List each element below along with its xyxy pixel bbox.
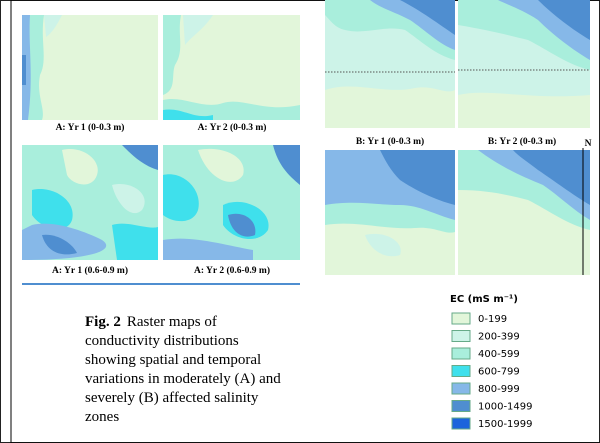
zone [198, 148, 244, 182]
zone [44, 15, 62, 37]
zone [365, 233, 401, 257]
legend-label: 800-999 [478, 384, 520, 395]
raster-map [458, 0, 590, 128]
legend-swatch [451, 400, 471, 412]
caption-line: severely (B) affected salinity [85, 390, 259, 406]
legend-swatch [451, 417, 471, 430]
legend-label: 200-399 [478, 332, 520, 343]
zone [163, 98, 300, 120]
zone [112, 184, 145, 214]
legend-label: 1000-1499 [478, 402, 533, 413]
raster-map [325, 0, 455, 128]
map-bg [22, 15, 158, 120]
zone [513, 150, 590, 205]
legend: 0-199 200-399 400-599 600-799 800-999 1000-14… [451, 312, 533, 430]
zone [380, 150, 455, 205]
zone [122, 145, 158, 170]
legend-swatch [451, 330, 471, 342]
legend-swatch [451, 382, 471, 395]
inner-frame [10, 0, 600, 443]
panel-label: A: Yr 2 (0-0.3 m) [198, 122, 267, 133]
zone [273, 145, 300, 185]
panel-label: B: Yr 2 (0-0.3 m) [488, 136, 556, 147]
legend-title: EC (mS m⁻¹) [450, 294, 518, 305]
raster-map [22, 15, 158, 120]
caption-text: Raster maps of [127, 314, 217, 330]
panel-label: B: Yr 1 (0-0.3 m) [356, 136, 424, 147]
zone [22, 55, 26, 85]
legend-swatch [451, 365, 471, 377]
zone [62, 149, 98, 185]
zone [183, 15, 213, 45]
zone [228, 213, 256, 237]
zone [400, 0, 455, 35]
legend-label: 400-599 [478, 349, 520, 360]
caption-line: showing spatial and temporal [85, 352, 261, 368]
legend-swatch [451, 347, 471, 360]
caption-line: conductivity distributions [85, 333, 239, 349]
compass-label: N [585, 139, 592, 149]
raster-map [325, 150, 455, 275]
figure-label: Fig. 2 [85, 314, 121, 330]
zone [538, 0, 590, 40]
raster-map [163, 145, 300, 260]
zone [163, 174, 199, 222]
zone [163, 109, 213, 120]
panel-label: A: Yr 1 (0.6-0.9 m) [52, 265, 128, 276]
zone [22, 15, 31, 120]
raster-map [458, 150, 590, 275]
raster-map [22, 145, 158, 260]
zone [163, 15, 181, 95]
caption-line: zones [85, 409, 119, 425]
legend-label: 600-799 [478, 367, 520, 378]
raster-map [163, 15, 300, 120]
zone [42, 234, 77, 255]
zone [112, 223, 158, 260]
legend-swatch [451, 312, 471, 325]
panel-label: A: Yr 1 (0-0.3 m) [56, 122, 125, 133]
caption-line: Fig. 2 Raster maps of [85, 314, 217, 330]
panel-label: A: Yr 2 (0.6-0.9 m) [194, 265, 270, 276]
legend-label: 1500-1999 [478, 419, 533, 430]
legend-label: 0-199 [478, 314, 507, 325]
caption-line: variations in moderately (A) and [85, 371, 281, 387]
zone [325, 86, 455, 128]
zone [163, 238, 253, 260]
zone [458, 92, 590, 128]
zone [32, 189, 73, 230]
